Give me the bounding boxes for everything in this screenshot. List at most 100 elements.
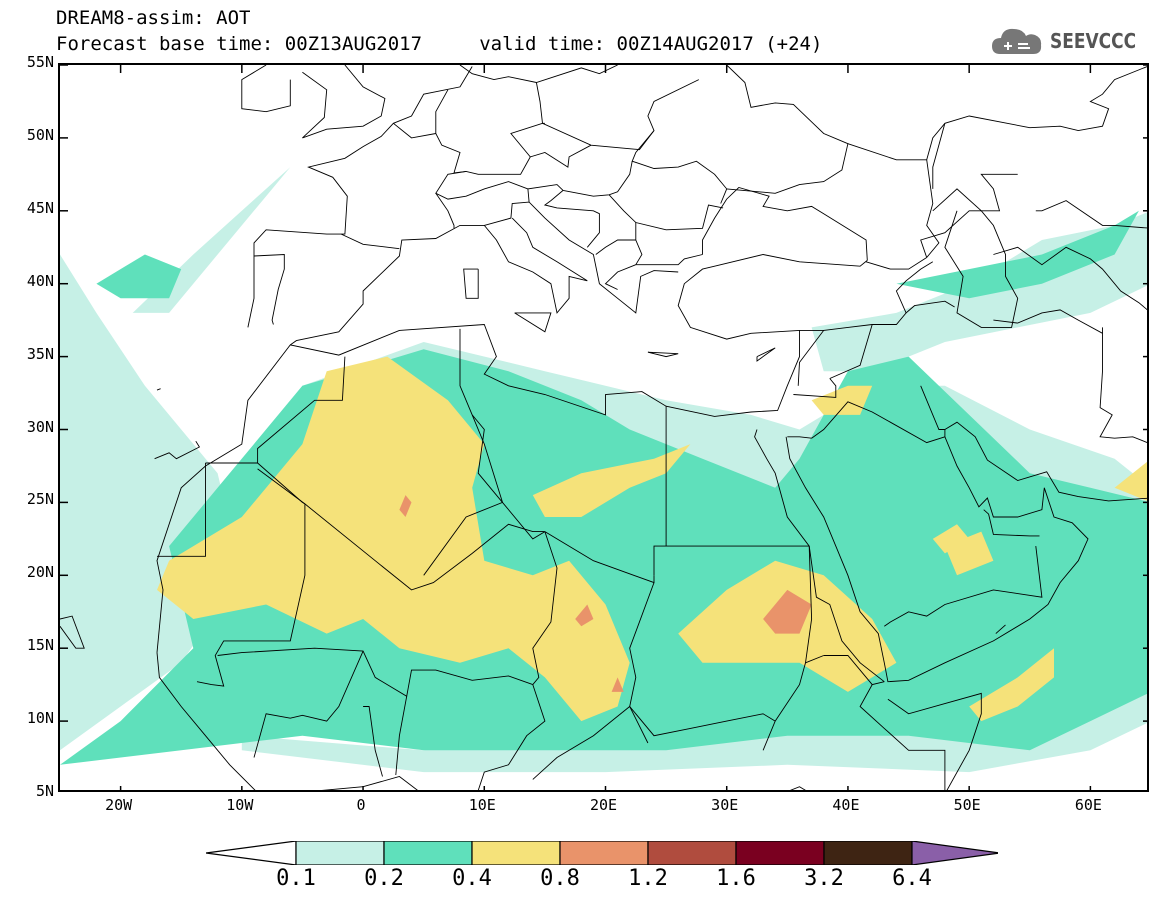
lon-label: 0 xyxy=(356,796,366,814)
colorbar-level-label: 0.1 xyxy=(276,866,316,891)
border-line xyxy=(435,156,531,200)
colorbar-segment xyxy=(295,841,385,865)
colorbar-segment xyxy=(559,841,649,865)
border-line xyxy=(321,776,418,790)
lon-label: 60E xyxy=(1074,796,1102,814)
border-line xyxy=(459,65,618,83)
colorbar-segment xyxy=(735,841,825,865)
aot-region-0.4-0.8-7 xyxy=(1114,461,1147,501)
border-line xyxy=(60,615,85,649)
border-line xyxy=(563,161,633,197)
lon-label: 20E xyxy=(589,796,618,814)
border-line xyxy=(993,309,1103,334)
border-line xyxy=(647,351,679,358)
border-line xyxy=(995,624,1006,634)
border-line xyxy=(847,66,1147,161)
border-line xyxy=(156,652,256,790)
country-borders xyxy=(60,65,1147,790)
border-line xyxy=(811,401,946,444)
border-line xyxy=(532,706,630,780)
border-line xyxy=(702,186,868,261)
border-line xyxy=(726,65,849,194)
border-line xyxy=(829,324,873,379)
border-line xyxy=(932,123,946,189)
border-line xyxy=(629,706,776,737)
border-line xyxy=(510,122,592,168)
colorbar xyxy=(206,841,998,865)
border-line xyxy=(435,89,467,174)
border-line xyxy=(944,421,1147,502)
aot-region-0.4-0.8-3 xyxy=(811,385,873,415)
border-line xyxy=(247,66,473,328)
lat-label: 30N xyxy=(26,417,54,436)
border-line xyxy=(477,684,546,790)
lat-label: 25N xyxy=(26,490,54,509)
aot-region-0.8-1.2-2 xyxy=(399,495,412,517)
border-line xyxy=(785,429,1089,683)
colorbar-level-label: 1.6 xyxy=(716,866,756,891)
lat-label: 35N xyxy=(26,344,54,363)
colorbar-level-label: 1.2 xyxy=(628,866,668,891)
colorbar-segment xyxy=(471,841,561,865)
border-line xyxy=(787,436,812,439)
colorbar-level-label: 0.2 xyxy=(364,866,404,891)
border-line xyxy=(595,239,636,255)
border-line xyxy=(756,347,776,362)
border-line xyxy=(471,414,546,540)
aot-region-0.4-0.8-0 xyxy=(157,356,630,722)
border-line xyxy=(1035,200,1147,229)
colorbar-over-arrow xyxy=(911,841,998,865)
lat-label: 55N xyxy=(26,53,54,71)
border-line xyxy=(154,440,201,460)
border-line xyxy=(535,82,655,151)
aot-region-0.8-1.2-1 xyxy=(575,604,594,627)
border-line xyxy=(302,65,386,139)
border-line xyxy=(483,217,588,314)
border-line xyxy=(920,173,1018,258)
border-line xyxy=(304,503,545,591)
lon-label: 30E xyxy=(711,796,739,814)
border-line xyxy=(926,159,940,258)
colorbar-under-arrow xyxy=(206,841,297,865)
axis-ticks xyxy=(60,65,1147,790)
border-line xyxy=(823,655,885,686)
border-line xyxy=(604,222,643,290)
border-line xyxy=(290,201,679,346)
border-line xyxy=(859,684,946,790)
border-line xyxy=(762,546,813,751)
lon-label: 10E xyxy=(468,796,496,814)
colorbar-level-label: 3.2 xyxy=(804,866,844,891)
colorbar-level-label: 0.4 xyxy=(452,866,492,891)
border-line xyxy=(797,261,934,386)
lon-label: 40E xyxy=(832,796,860,814)
border-line xyxy=(793,378,837,398)
border-line xyxy=(514,312,552,333)
chart-title: DREAM8-assim: AOT xyxy=(56,7,251,29)
border-line xyxy=(156,388,161,391)
colorbar-segment xyxy=(823,841,913,865)
aot-region-0.2-0.4-2 xyxy=(896,210,1139,299)
border-line xyxy=(865,257,927,270)
colorbar-segment xyxy=(383,841,473,865)
border-line xyxy=(790,786,806,790)
border-line xyxy=(423,328,504,576)
border-line xyxy=(241,65,291,113)
lat-label: 45N xyxy=(26,198,54,217)
seevccc-logo: SEEVCCC xyxy=(990,24,1151,58)
border-line xyxy=(631,79,728,204)
border-line xyxy=(463,268,479,299)
lat-label: 5N xyxy=(35,782,54,800)
border-line xyxy=(884,546,1043,627)
aot-region-0.4-0.8-5 xyxy=(969,648,1054,722)
border-line xyxy=(196,468,306,687)
border-line xyxy=(993,246,1147,311)
cloud-logo-icon xyxy=(991,28,1041,54)
lon-label: 10W xyxy=(226,796,254,814)
border-line xyxy=(608,194,724,231)
border-line xyxy=(253,650,364,758)
border-line xyxy=(543,190,600,248)
border-line xyxy=(677,254,868,340)
border-line xyxy=(363,706,383,777)
border-line xyxy=(157,463,206,557)
border-line xyxy=(253,254,285,325)
